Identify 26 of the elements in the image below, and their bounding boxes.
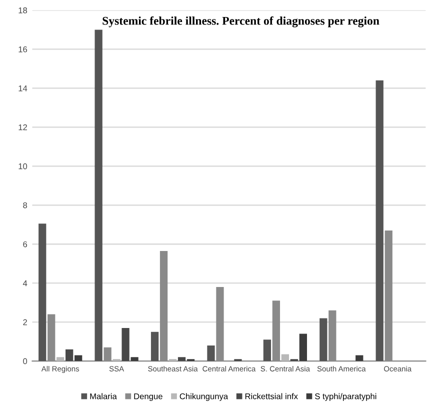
bar <box>150 332 159 362</box>
bar <box>207 345 215 362</box>
y-tick-label: 4 <box>22 280 28 286</box>
bar <box>56 357 64 362</box>
bar <box>281 354 290 362</box>
y-tick-label: 10 <box>18 163 28 170</box>
legend-label: Chikungunya <box>180 393 228 401</box>
bar <box>94 30 102 362</box>
y-tick-label: 6 <box>23 241 28 248</box>
chart-title: Systemic febrile illness. Percent of diagnoses per region <box>102 16 380 28</box>
y-tick-label: 2 <box>23 319 27 326</box>
bar <box>38 224 46 362</box>
bar <box>376 80 384 362</box>
y-tick-label: 8 <box>23 202 28 208</box>
bar <box>356 355 364 362</box>
legend-label: Malaria <box>90 393 117 400</box>
y-tick-label: 18 <box>18 7 28 14</box>
bar <box>320 318 328 362</box>
y-tick-label: 14 <box>18 85 28 92</box>
bar <box>263 340 272 362</box>
y-tick-label: 0 <box>23 358 28 364</box>
legend-label: Rickettsial infx <box>245 393 298 400</box>
legend-label: S typhi/paratyphi <box>315 393 376 401</box>
y-tick-label: 12 <box>18 124 27 130</box>
y-tick-label: 16 <box>18 46 28 52</box>
legend-label: Dengue <box>134 393 162 401</box>
